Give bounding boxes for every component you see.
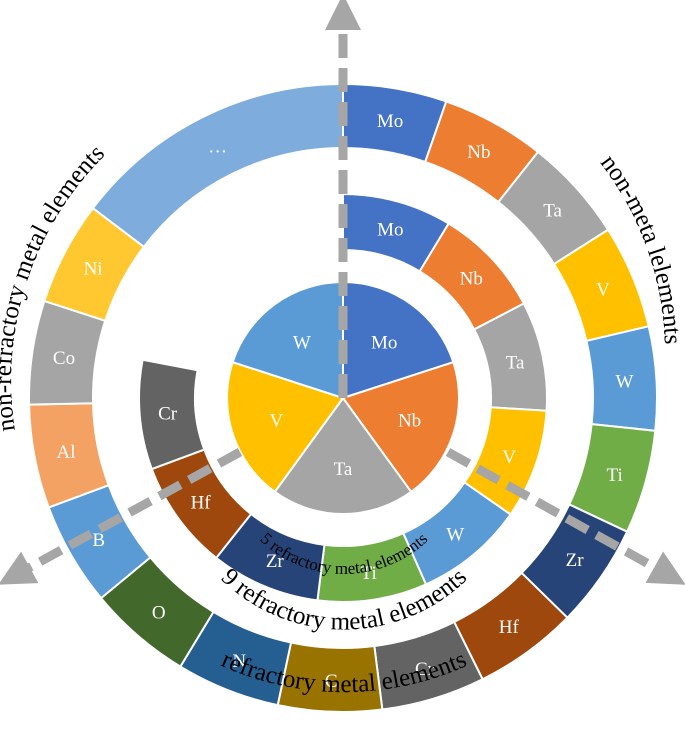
outer-ring-segment-label: Al	[56, 442, 75, 463]
outer-ring-segment-label: Hf	[499, 617, 520, 638]
outer-ring-segment-label: B	[92, 530, 105, 551]
arrow-left	[0, 448, 243, 585]
core-segment	[231, 280, 344, 400]
middle-ring-segment-label: Nb	[460, 269, 483, 290]
middle-ring-segment-label: Mo	[377, 219, 403, 240]
core-segment-label: W	[293, 332, 311, 353]
middle-ring-segment-label: Hf	[191, 492, 212, 513]
core-segment-label: Ta	[334, 459, 353, 480]
middle-ring-segment-label: Ta	[506, 352, 525, 373]
axis-arrows	[0, 0, 685, 585]
outer-ring-segment-label: Ni	[84, 258, 103, 279]
middle-ring-segment-label: Zr	[266, 551, 285, 572]
core-segment-label: Mo	[371, 332, 397, 353]
outer-ring-segment-label: Mo	[377, 111, 403, 132]
outer-ring-segment-label: Cr	[415, 659, 435, 680]
core-segment	[273, 396, 413, 515]
outer-ring-segment-label: …	[208, 136, 227, 157]
outer-ring-segment-label: O	[152, 602, 166, 623]
outer-ring-segment-label: W	[615, 371, 633, 392]
outer-ring-segment-label: Ta	[543, 200, 562, 221]
outer-ring-segment-label: N	[232, 651, 246, 672]
core-segment-label: Nb	[398, 411, 421, 432]
outer-ring-segment-label: C	[325, 671, 338, 692]
middle-ring-segment	[138, 358, 206, 471]
outer-ring-segment	[91, 82, 344, 249]
outer-ring-segment-label: V	[596, 280, 610, 301]
middle-ring-segment-label: V	[502, 447, 516, 468]
outer-ring-segment-label: Zr	[566, 550, 585, 571]
core-segment	[342, 280, 455, 400]
middle-ring-segment-label: W	[446, 525, 464, 546]
middle-ring: Mo Nb Ta V W Ti Zr Hf Cr	[138, 192, 548, 603]
outer-ring-segment-label: Co	[53, 348, 75, 369]
outer-ring-segment-label: Ti	[607, 465, 623, 486]
core-segment	[341, 360, 460, 494]
middle-ring-segment-label: Cr	[158, 404, 178, 425]
core-segment	[226, 360, 345, 494]
arrow-right	[445, 448, 685, 585]
outer-ring-segment-label: Nb	[467, 142, 490, 163]
core-pie: Mo Nb Ta V W	[226, 280, 460, 515]
core-segment-label: V	[270, 411, 284, 432]
middle-ring-segment-label: Ti	[361, 563, 377, 584]
